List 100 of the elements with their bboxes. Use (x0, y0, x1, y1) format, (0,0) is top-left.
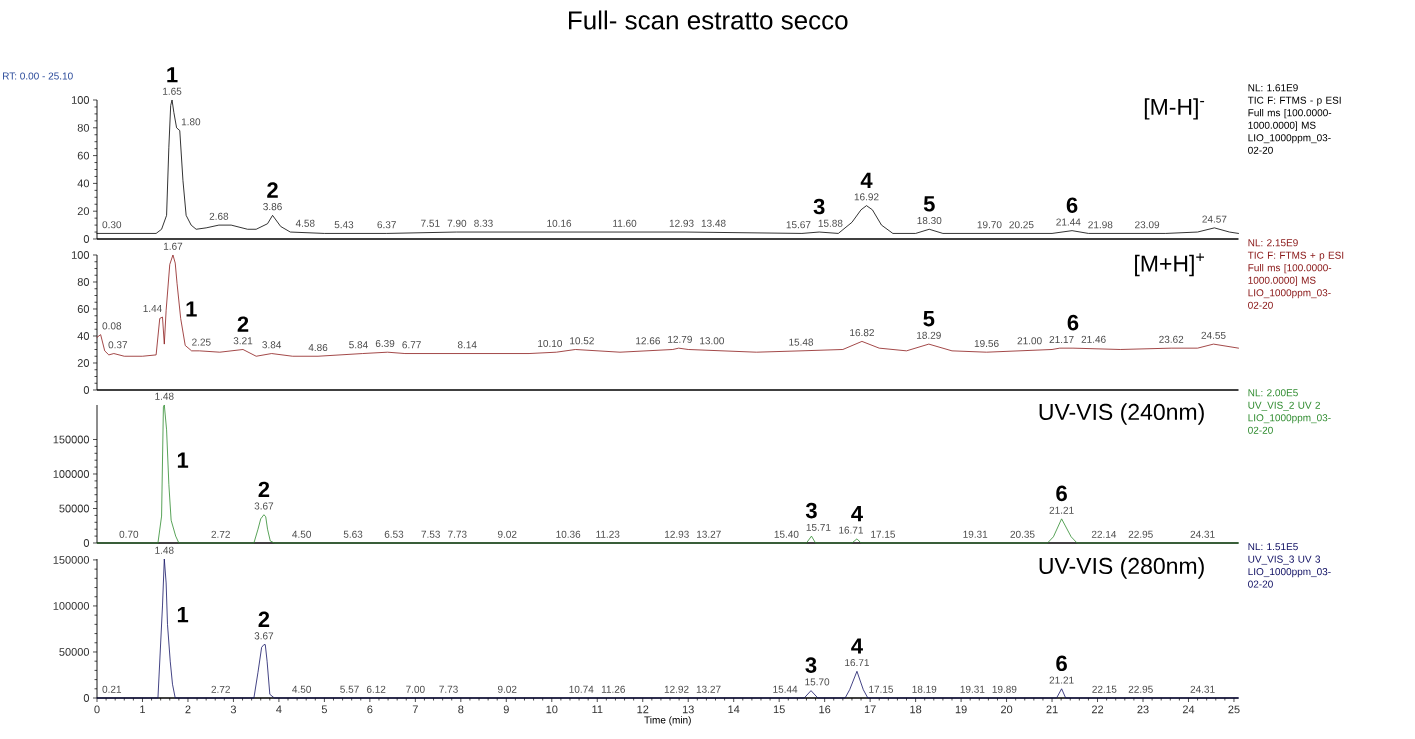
chart-title: Full- scan estratto secco (569, 10, 848, 30)
annotation: 9.02 (497, 685, 517, 693)
annotation: 24.31 (1190, 530, 1215, 538)
annotation: 1.48 (155, 546, 174, 554)
annotation: 4.86 (308, 343, 328, 352)
annotation: 6 (1066, 197, 1078, 213)
annotation: 21.00 (1017, 337, 1042, 345)
annotation: 1.67 (163, 242, 183, 250)
annotation: 4 (851, 506, 863, 522)
annotation: 2 (267, 182, 278, 198)
annotation: 16.92 (854, 193, 879, 201)
annotation: 19.31 (963, 530, 988, 538)
y-tick-label: 0 (83, 235, 90, 243)
annotation: 8.14 (457, 341, 477, 349)
annotation: 24.55 (1201, 331, 1226, 339)
annotation: 1.48 (155, 392, 174, 400)
y-tick-label: 150000 (53, 556, 90, 564)
x-tick-label: 6 (367, 705, 373, 714)
y-tick-label: 80 (77, 123, 90, 132)
text: TIC F: FTMS - p ESI Full ms [100.0000-1000.0000] MS LIO_1000ppm_03-02-20 (1247, 96, 1341, 154)
annotation: 10.10 (538, 339, 562, 347)
x-tick-label: 9 (503, 705, 509, 714)
annotation: 3.21 (233, 337, 253, 345)
annotation: 21.46 (1081, 335, 1106, 343)
annotation: 10.16 (547, 219, 572, 227)
x-tick-label: 3 (230, 705, 237, 714)
annotation: 5.57 (340, 685, 359, 693)
chart-subtitle: UV-VIS (240nm) (1039, 403, 1204, 425)
annotation: 9.02 (497, 530, 517, 538)
annotation: 3.84 (262, 341, 282, 349)
annotation: 23.09 (1135, 221, 1160, 229)
x-tick-label: 22 (1091, 705, 1104, 714)
annotation: 11.23 (596, 530, 620, 538)
annotation: 19.70 (977, 221, 1002, 229)
y-tick-label: 80 (77, 278, 90, 286)
annotation: 19.31 (960, 685, 985, 693)
text: NL: 2.00E5 (1248, 389, 1298, 397)
annotation: 5.84 (349, 341, 368, 349)
text: RT: 0.00 - 25.10 (3, 72, 73, 80)
annotation: 15.48 (789, 338, 814, 346)
x-tick-label: 12 (637, 705, 649, 714)
annotation: 0.37 (108, 341, 128, 349)
line-series (96, 404, 1239, 544)
x-tick-label: 18 (910, 705, 922, 714)
y-tick-label: 50000 (59, 648, 90, 656)
annotation: 6 (1056, 485, 1067, 502)
x-tick-label: 13 (682, 705, 694, 714)
annotation: 3.86 (263, 203, 282, 211)
y-tick-label: 0 (83, 386, 90, 394)
x-tick-label: 24 (1182, 705, 1195, 714)
x-tick-label: 21 (1046, 705, 1058, 714)
y-tick-label: 20 (77, 207, 90, 216)
annotation: 3 (813, 198, 825, 215)
y-tick-label: 40 (77, 179, 90, 188)
chart-subtitle: [M-H]$^{-}$ (1144, 98, 1205, 120)
y-tick-label: 0 (83, 539, 90, 547)
annotation: 4.50 (292, 530, 311, 538)
annotation: 17.15 (871, 530, 896, 538)
text: NL: 1.51E5 (1248, 543, 1298, 551)
annotation: 22.95 (1128, 685, 1153, 693)
annotation: 20.25 (1009, 221, 1034, 229)
x-tick-label: 15 (773, 705, 785, 714)
annotation: 15.71 (806, 523, 831, 531)
annotation: 15.40 (774, 530, 799, 538)
annotation: 15.67 (786, 221, 811, 229)
annotation: 22.95 (1128, 530, 1153, 538)
x-tick-label: 7 (412, 705, 418, 714)
annotation: 15.88 (818, 219, 843, 227)
annotation: 10.74 (569, 685, 594, 693)
annotation: 0.30 (102, 221, 122, 229)
text: NL: 2.15E9 (1248, 239, 1298, 247)
annotation: 12.93 (669, 219, 694, 227)
x-tick-label: 10 (546, 705, 558, 714)
annotation: 19.89 (992, 685, 1017, 693)
annotation: 0.70 (119, 530, 139, 538)
annotation: 13.27 (697, 530, 721, 538)
annotation: 12.79 (668, 335, 692, 343)
annotation: 1 (177, 452, 189, 468)
annotation: 13.27 (696, 685, 721, 693)
annotation: 0.21 (102, 685, 122, 693)
annotation: 2.25 (192, 338, 211, 346)
annotation: 24.57 (1202, 215, 1227, 223)
annotation: 6.12 (366, 685, 386, 693)
annotation: 1.44 (143, 305, 162, 312)
y-tick-label: 0 (83, 694, 90, 702)
y-tick-label: 50000 (59, 504, 90, 513)
y-tick-label: 100 (71, 96, 90, 104)
annotation: 4 (860, 172, 873, 188)
annotation: 6 (1056, 655, 1067, 672)
annotation: 16.82 (850, 329, 874, 337)
x-tick-label: 4 (276, 705, 282, 714)
annotation: 4.50 (292, 685, 311, 693)
annotation: 12.92 (664, 685, 689, 693)
x-tick-label: 1 (140, 705, 145, 714)
annotation: 6.37 (377, 221, 396, 229)
annotation: 5.63 (343, 530, 363, 538)
annotation: 6.77 (402, 341, 421, 349)
annotation: 2 (258, 611, 270, 627)
annotation: 7.51 (421, 219, 440, 227)
x-tick-label: 19 (955, 705, 967, 714)
